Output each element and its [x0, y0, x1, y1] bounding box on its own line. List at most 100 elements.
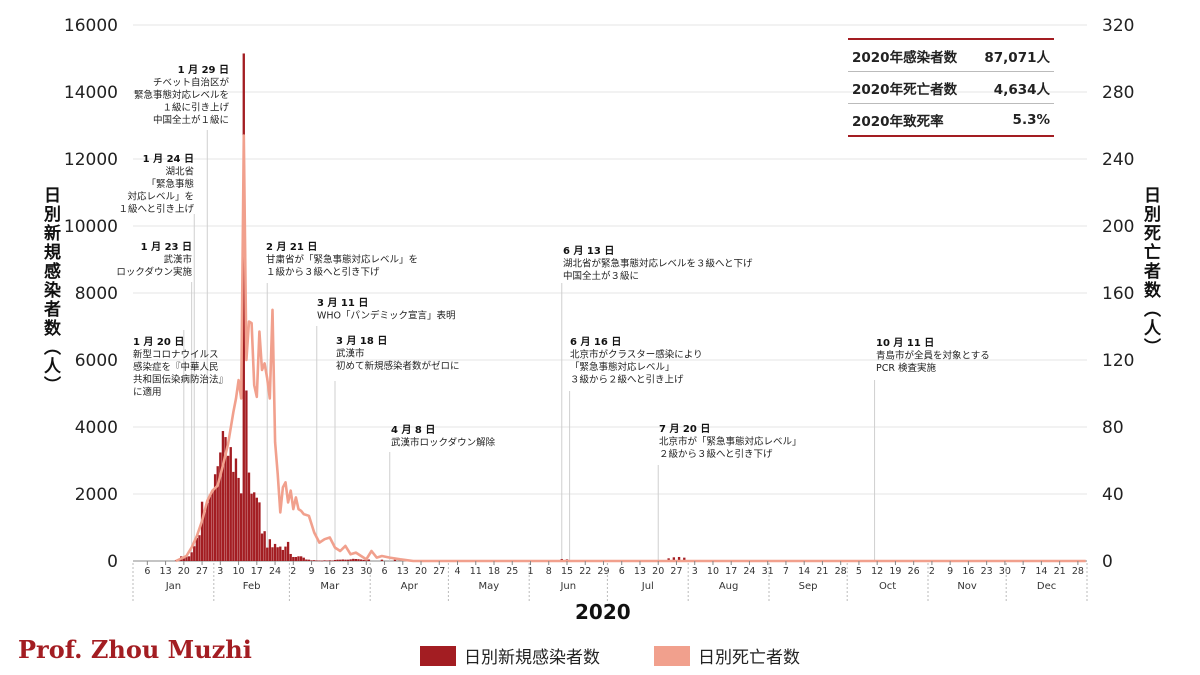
case-bar [341, 559, 345, 561]
annotation-text: 中国全土が３級に [563, 270, 639, 282]
annotation-text: 青島市が全員を対象とする [876, 350, 990, 362]
x-axis-day-label: 30 [999, 566, 1011, 577]
annotation-text: ３級から２級へと引き上げ [570, 374, 684, 386]
stat-value: 4,634人 [993, 81, 1050, 98]
left-axis-tick-label: 2000 [75, 485, 118, 505]
x-axis-day-label: 3 [692, 566, 698, 577]
case-bar [182, 558, 186, 561]
annotation-text: 新型コロナウイルス [133, 349, 219, 361]
case-bar [683, 557, 686, 561]
case-bar [318, 560, 321, 562]
annotation-text: PCR 検査実施 [876, 362, 936, 374]
x-axis-day-label: 8 [546, 566, 552, 577]
x-axis-day-label: 19 [889, 566, 901, 577]
x-axis-day-label: 6 [144, 566, 150, 577]
x-axis-month-label: Mar [320, 581, 340, 592]
case-bar [195, 537, 199, 561]
case-bar [190, 552, 193, 561]
annotation-text: 武漢市 [163, 254, 192, 266]
case-bar [239, 493, 243, 561]
annotation-date: 1 月 23 日 [141, 241, 192, 253]
case-bar [200, 501, 204, 561]
annotation-text: １級へと引き上げ [118, 203, 194, 215]
x-axis-month-label: Jul [641, 581, 654, 592]
annotation-text: 初めて新規感染者数がゼロに [336, 360, 460, 372]
case-bar [273, 543, 277, 561]
x-axis-day-label: 3 [217, 566, 223, 577]
left-axis-tick-label: 10000 [64, 217, 118, 237]
case-bar [276, 547, 279, 561]
x-axis-day-label: 13 [160, 566, 172, 577]
case-bar [263, 531, 266, 561]
x-axis-day-label: 18 [488, 566, 500, 577]
case-bar [339, 559, 342, 561]
left-axis-tick-label: 0 [107, 552, 118, 572]
stat-label: 2020年感染者数 [852, 49, 958, 66]
annotation-text: ２級から３級へと引き下げ [659, 448, 773, 460]
case-bar [315, 560, 318, 562]
x-axis-day-label: 23 [342, 566, 354, 577]
annotation-date: 4 月 8 日 [391, 424, 435, 436]
x-axis-month-label: Oct [879, 581, 896, 592]
x-axis-month-label: Feb [243, 581, 261, 592]
x-axis-day-label: 25 [506, 566, 518, 577]
x-axis-month-label: Apr [401, 581, 419, 592]
annotation-text: 感染症を『中華人民 [133, 361, 219, 373]
case-bar [255, 497, 258, 561]
x-axis-day-label: 20 [178, 566, 190, 577]
case-bar [344, 559, 347, 561]
case-bar [203, 512, 206, 561]
left-axis-tick-label: 16000 [64, 16, 118, 36]
case-bar [667, 558, 670, 561]
case-bar [380, 559, 384, 561]
case-bar [266, 547, 269, 561]
case-bar [268, 539, 272, 561]
x-axis-day-label: 20 [415, 566, 427, 577]
x-axis-day-label: 28 [1072, 566, 1084, 577]
x-axis-day-label: 23 [981, 566, 993, 577]
legend-swatch-deaths [654, 645, 690, 666]
case-bar [260, 533, 264, 561]
case-bar [258, 502, 261, 561]
case-bar [247, 472, 251, 561]
case-bar [307, 559, 311, 561]
annotation-text: 湖北省 [165, 166, 194, 178]
x-axis-day-label: 17 [725, 566, 737, 577]
case-bar [359, 559, 363, 561]
x-axis-day-label: 15 [561, 566, 573, 577]
left-axis-label: 日別新規感染者数（人） [40, 186, 60, 395]
case-bar [354, 558, 358, 561]
case-bar [187, 556, 191, 561]
stat-row-fatality-rate: 2020年致死率 5.3% [848, 104, 1054, 137]
x-axis-day-label: 28 [835, 566, 847, 577]
annotation-text: 中国全土が１級に [153, 114, 229, 126]
annotation-text: 武漢市 [336, 348, 365, 360]
x-axis-day-label: 11 [470, 566, 482, 577]
x-axis-day-label: 14 [1035, 566, 1047, 577]
annotation-date: 6 月 16 日 [570, 336, 621, 348]
case-bar [286, 541, 290, 561]
stat-row-deaths: 2020年死亡者数 4,634人 [848, 72, 1054, 104]
case-bar [224, 437, 227, 561]
x-axis-day-label: 9 [947, 566, 953, 577]
case-bar [677, 556, 681, 561]
x-axis-day-label: 27 [196, 566, 208, 577]
annotation-date: 1 月 29 日 [178, 64, 229, 76]
x-axis-day-label: 24 [743, 566, 755, 577]
x-axis-month-label: Dec [1037, 581, 1056, 592]
case-bar [284, 546, 287, 561]
case-bar [326, 560, 329, 562]
annotation-text: １級に引き上げ [162, 102, 229, 114]
x-axis-day-label: 13 [634, 566, 646, 577]
case-bar [336, 559, 339, 561]
annotation-text: 武漢市ロックダウン解除 [391, 437, 496, 449]
x-axis-day-label: 2 [290, 566, 296, 577]
x-axis-day-label: 6 [382, 566, 388, 577]
case-bar [320, 560, 324, 562]
case-bar [232, 471, 235, 561]
x-axis-year-label: 2020 [575, 600, 631, 624]
legend-item-deaths: 日別死亡者数 [654, 643, 800, 668]
case-bar [253, 492, 256, 561]
